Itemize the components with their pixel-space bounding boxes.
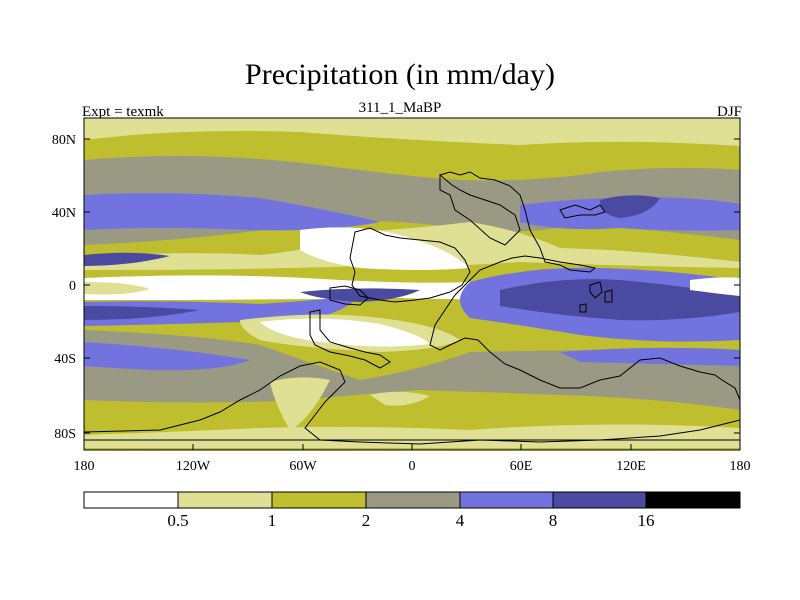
map-title: Precipitation (in mm/day) xyxy=(245,58,555,91)
x-tick-label: 180 xyxy=(730,459,751,474)
outline-south-landmass xyxy=(309,309,391,369)
field-tropical-dark-east xyxy=(500,279,740,321)
outline-europe xyxy=(439,173,521,246)
colorbar-swatch-2 xyxy=(272,492,366,508)
outline-eurasia-africa xyxy=(429,171,740,401)
x-tick-label: 60W xyxy=(289,459,317,474)
field-tropical-dark-west xyxy=(84,306,200,320)
colorbar-swatch-4 xyxy=(460,492,553,508)
colorbar-swatch-0 xyxy=(84,492,178,508)
field-north-pole-light xyxy=(84,118,740,146)
x-tick-label: 60E xyxy=(510,459,533,474)
colorbar-swatch-3 xyxy=(366,492,460,508)
x-tick-label: 120E xyxy=(616,459,646,474)
outline-equator-landmass xyxy=(329,285,369,306)
y-tick-label: 40N xyxy=(52,206,76,221)
field-south-america-light xyxy=(270,377,330,430)
colorbar-swatch-5 xyxy=(553,492,646,508)
precipitation-field xyxy=(84,118,740,450)
colorbar-label: 4 xyxy=(456,511,465,530)
field-north-desert xyxy=(300,227,470,270)
colorbar-label: 0.5 xyxy=(167,511,188,530)
season-label: DJF xyxy=(716,104,742,120)
y-axis: 80N 40N 0 40S 80S xyxy=(52,133,740,442)
x-tick-label: 0 xyxy=(409,459,416,474)
y-tick-label: 40S xyxy=(54,352,76,367)
field-north-blue-west xyxy=(84,193,380,231)
x-tick-label: 180 xyxy=(74,459,95,474)
colorbar-frame xyxy=(83,491,741,509)
outline-north-landmass xyxy=(349,227,471,303)
x-tick-label: 120W xyxy=(176,459,211,474)
colorbar-label: 8 xyxy=(549,511,558,530)
subtitle-label: 311_1_MaBP xyxy=(358,100,442,116)
colorbar-label: 1 xyxy=(268,511,277,530)
continent-outlines xyxy=(84,171,740,445)
colorbar-label: 2 xyxy=(362,511,371,530)
colorbar-swatch-1 xyxy=(178,492,272,508)
field-south-desert xyxy=(260,318,430,347)
experiment-label: Expt = texmk xyxy=(82,104,164,120)
y-tick-label: 80S xyxy=(54,427,76,442)
outline-north-island xyxy=(559,204,606,219)
field-south-blue-west xyxy=(84,342,250,371)
field-north-dark-west xyxy=(84,252,170,266)
field-south-pole-light xyxy=(84,424,740,448)
field-north-dark-east xyxy=(600,195,660,218)
field-south-blue-east xyxy=(560,347,740,366)
field-south-grey-band xyxy=(84,330,740,410)
y-tick-label: 0 xyxy=(69,279,76,294)
colorbar-label: 16 xyxy=(638,511,655,530)
x-axis: 180 120W 60W 0 60E 120E 180 xyxy=(74,444,751,474)
colorbar-swatch-6 xyxy=(646,492,740,508)
y-tick-label: 80N xyxy=(52,133,76,148)
colorbar: 0.5 1 2 4 8 16 xyxy=(83,491,741,530)
